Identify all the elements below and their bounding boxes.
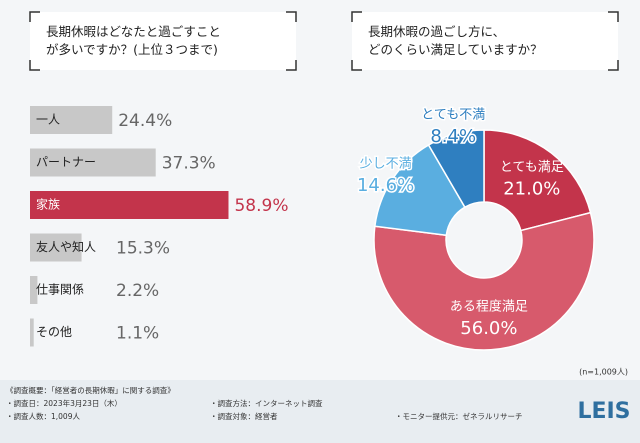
slice-label: 少し不満 <box>360 156 412 171</box>
value-label: 58.9% <box>234 196 288 216</box>
footer-item: ・調査対象：経営者 <box>210 412 278 421</box>
bar <box>30 148 156 177</box>
value-label: 21.0% <box>503 178 560 199</box>
category-label: その他 <box>36 325 72 339</box>
bracket <box>29 11 297 71</box>
footer-item: ・モニター提供元：ゼネラルリサーチ <box>395 412 523 421</box>
slice <box>374 143 466 237</box>
value-label: 24.4% <box>118 111 172 131</box>
slice <box>483 129 592 232</box>
footer-item: ・調査方法：インターネット調査 <box>210 399 323 408</box>
value-label: 8.4% <box>430 126 476 147</box>
value-label: 15.3% <box>116 239 170 259</box>
slice-label: とても満足 <box>500 160 564 175</box>
bar <box>30 191 229 219</box>
chart-title: 長期休暇はどなたと過ごすことが多いですか？(上位３つまで) <box>46 24 221 57</box>
bracket <box>351 11 619 71</box>
title-box <box>30 12 296 70</box>
bar <box>30 276 38 304</box>
value-label: 2.2% <box>116 281 159 301</box>
category-label: パートナー <box>36 155 96 169</box>
slice <box>427 129 485 209</box>
category-label: 友人や知人 <box>36 240 96 254</box>
logo: LEIS <box>577 399 630 424</box>
bar <box>30 233 82 262</box>
category-label: 仕事関係 <box>36 283 84 297</box>
chart-title: 長期休暇の過ごし方に、どのくらい満足していますか？ <box>368 24 543 57</box>
category-label: 一人 <box>36 113 60 127</box>
note: (n=1,009人) <box>579 368 628 377</box>
footer-item: ・調査日：2023年3月23日（木） <box>6 399 122 408</box>
title-box <box>352 12 618 70</box>
slice <box>373 211 595 351</box>
bar <box>30 318 34 347</box>
footer-item: ・調査人数：1,009人 <box>6 412 80 421</box>
category-label: 家族 <box>36 197 60 212</box>
value-label: 56.0% <box>460 318 517 339</box>
value-label: 1.1% <box>116 324 159 344</box>
value-label: 14.6% <box>357 175 414 196</box>
slice-label: ある程度満足 <box>450 298 528 314</box>
value-label: 37.3% <box>162 154 216 174</box>
footer-heading: 《調査概要：「経営者の長期休暇」に関する調査》 <box>6 386 175 395</box>
slice-label: とても不満 <box>421 108 485 123</box>
bar <box>30 106 113 134</box>
